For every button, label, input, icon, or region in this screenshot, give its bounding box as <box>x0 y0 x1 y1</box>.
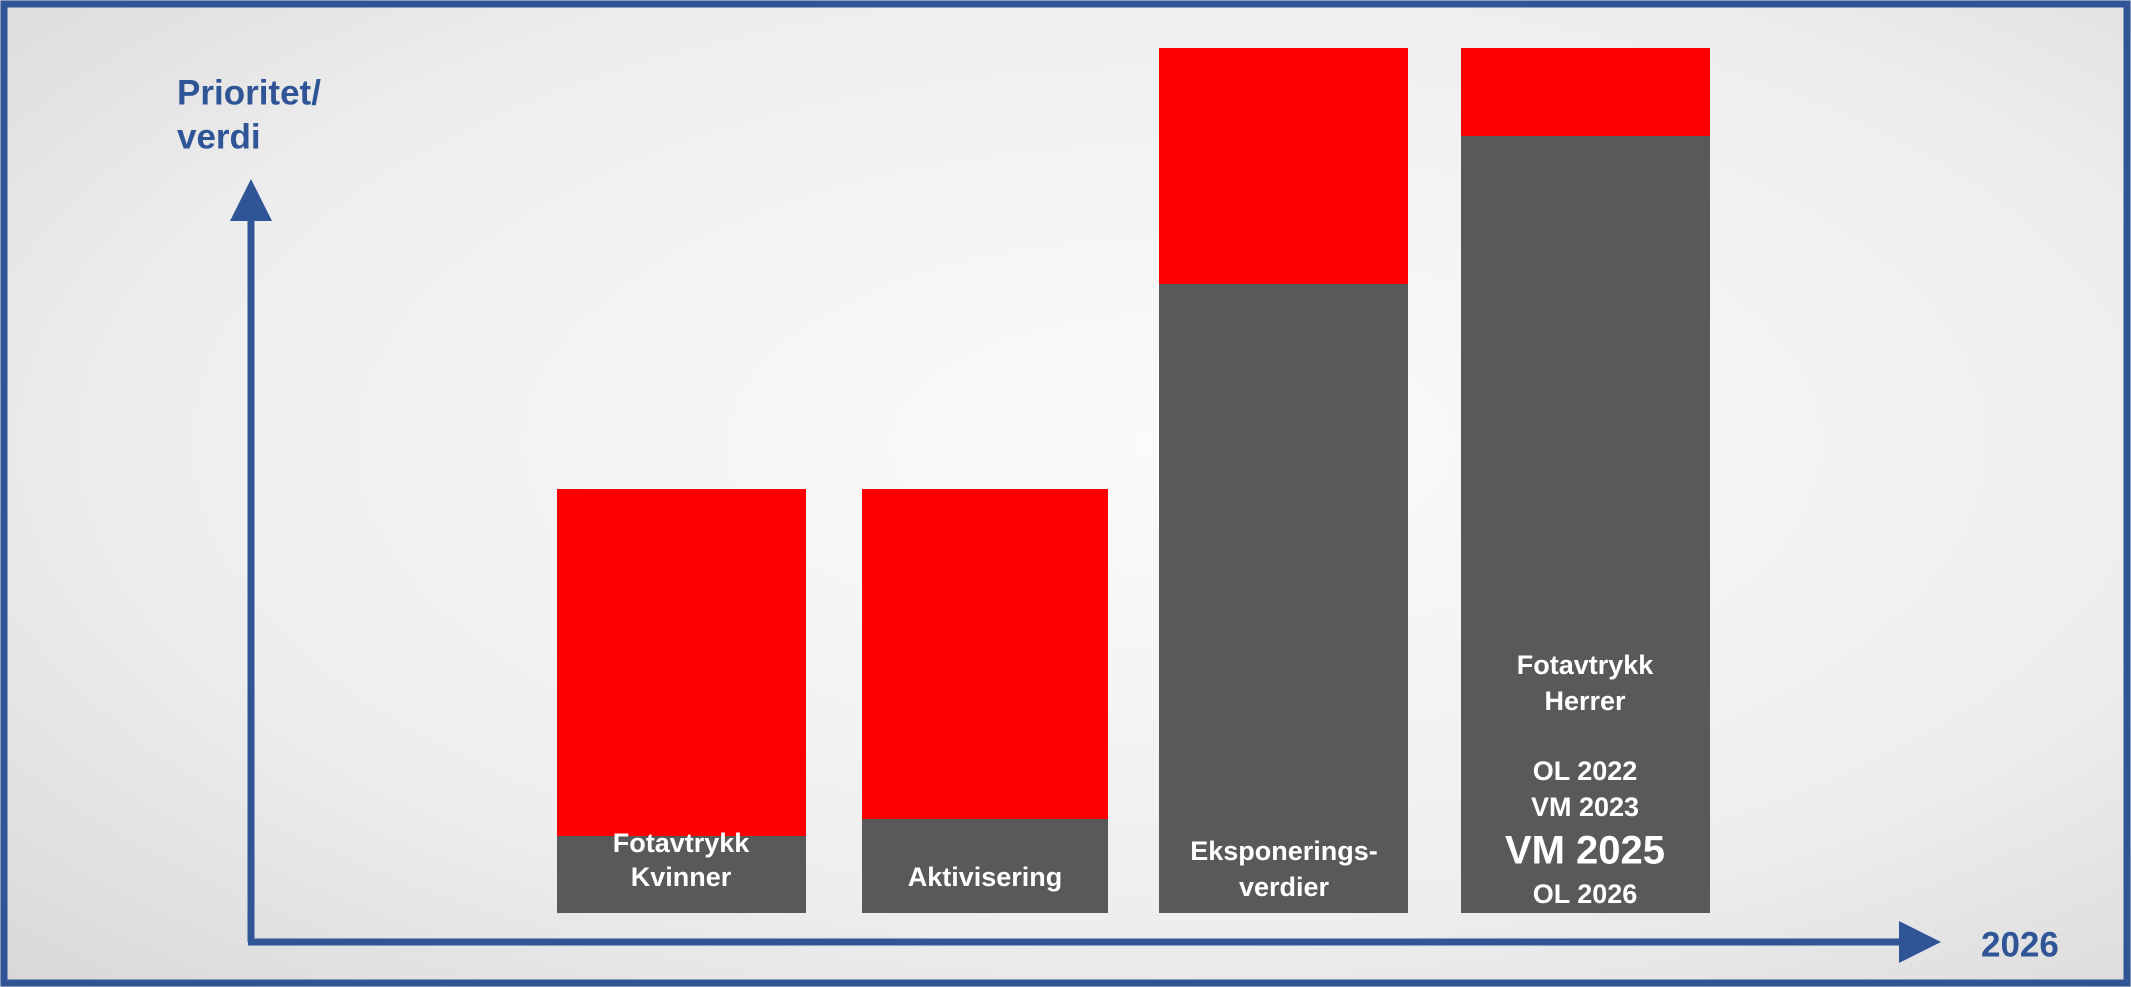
bar-label: Fotavtrykk <box>1517 650 1655 680</box>
x-axis-label: 2026 <box>1981 925 2059 964</box>
bar-label: OL 2022 <box>1533 756 1638 786</box>
bar-label: VM 2023 <box>1531 792 1639 822</box>
bar-red <box>1159 48 1408 284</box>
bar: Fotavtrykk Herrer OL 2022 VM 2023 VM 202… <box>1461 48 1710 913</box>
bar-label: VM 2025 <box>1505 829 1665 873</box>
bar: Fotavtrykk Kvinner <box>557 489 806 913</box>
bar-label: OL 2026 <box>1533 879 1638 909</box>
bar-label: Fotavtrykk <box>613 828 751 858</box>
bar-gray <box>1461 48 1710 913</box>
bar-red <box>862 489 1108 819</box>
y-axis-label: Prioritet/ <box>177 73 321 112</box>
bar-red <box>557 489 806 836</box>
y-axis-label: verdi <box>177 117 261 156</box>
bar-label: Aktivisering <box>908 862 1063 892</box>
bar-label: verdier <box>1239 872 1330 902</box>
bar-red <box>1461 48 1710 136</box>
bar-label: Herrer <box>1544 686 1626 716</box>
bar-label: Kvinner <box>631 862 732 892</box>
bar-label: Eksponerings- <box>1190 836 1378 866</box>
bar: Aktivisering <box>862 489 1108 913</box>
bar: Eksponerings- verdier <box>1159 48 1408 913</box>
